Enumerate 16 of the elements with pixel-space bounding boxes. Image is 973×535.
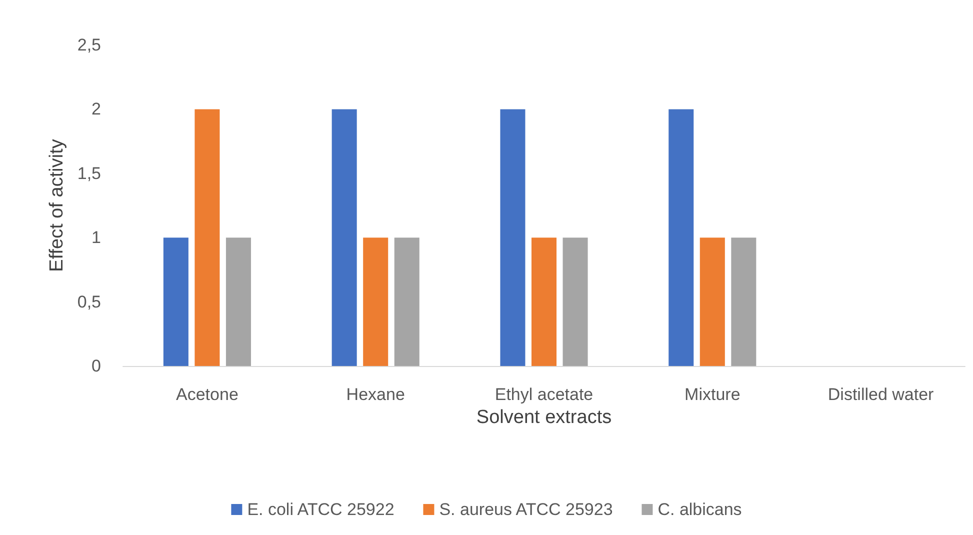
- x-tick-label: Ethyl acetate: [494, 385, 594, 404]
- y-tick-label: 1,5: [77, 164, 101, 183]
- legend-label: S. aureus ATCC 25923: [439, 500, 613, 519]
- y-tick-label: 0,5: [77, 292, 101, 312]
- y-axis-title: Effect of activity: [46, 138, 68, 272]
- y-tick-label: 2: [92, 100, 101, 119]
- x-axis-title: Solvent extracts: [476, 407, 612, 428]
- legend-label: E. coli ATCC 25922: [247, 500, 394, 519]
- x-tick-label: Mixture: [684, 385, 740, 404]
- x-tick-label: Acetone: [176, 385, 238, 404]
- y-tick-label: 0: [92, 356, 101, 376]
- y-tick-label: 2,5: [77, 36, 101, 54]
- x-tick-label: Distilled water: [828, 385, 934, 404]
- legend-label: C. albicans: [658, 500, 742, 519]
- x-tick-label: Hexane: [346, 385, 405, 404]
- y-tick-label: 1: [92, 228, 101, 248]
